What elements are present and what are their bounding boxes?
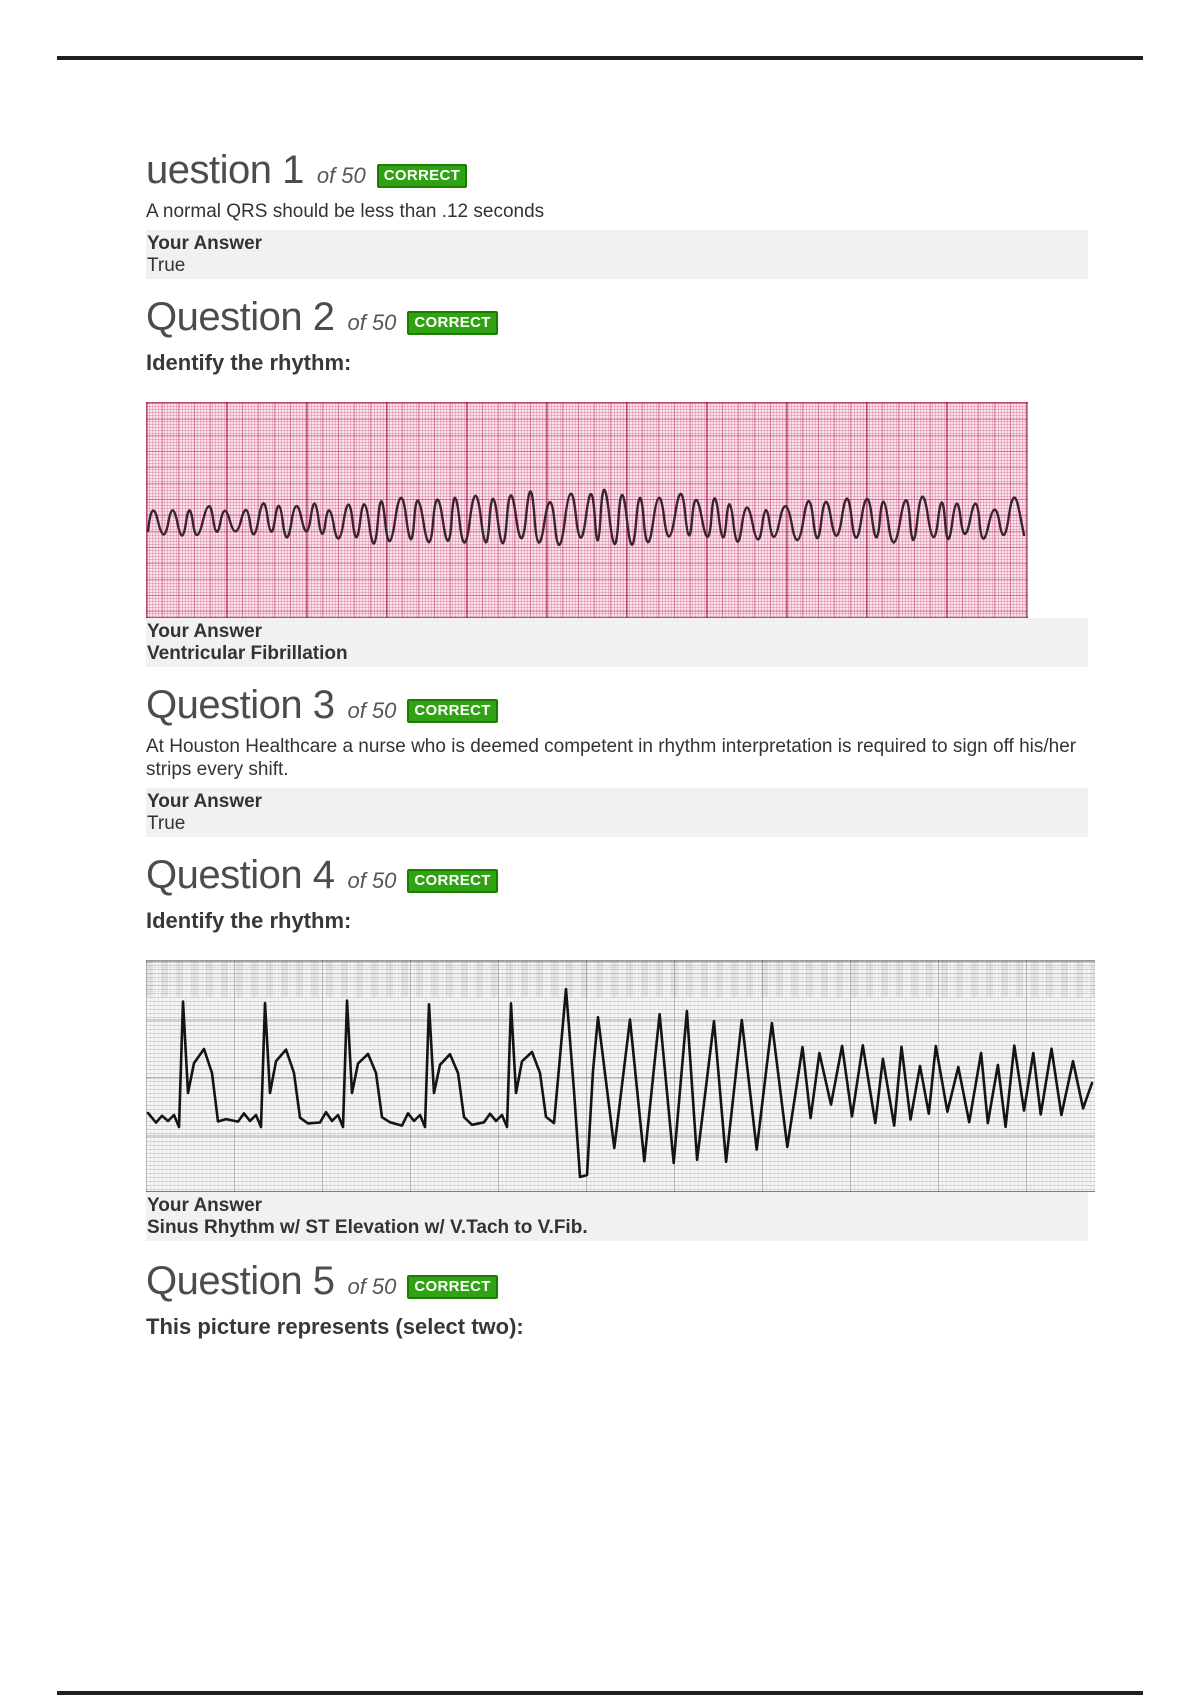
question-heading: Question 2 of 50 CORRECT <box>146 287 1088 337</box>
your-answer-label: Your Answer <box>147 1195 263 1216</box>
question-block-1: uestion 1 of 50 CORRECT A normal QRS sho… <box>146 140 1088 279</box>
answer-band: Your Answer Sinus Rhythm w/ ST Elevation… <box>146 1192 1088 1241</box>
question-text: A normal QRS should be less than .12 sec… <box>146 201 545 222</box>
question-counter: of 50 <box>347 698 397 723</box>
question-block-2: Question 2 of 50 CORRECT Identify the rh… <box>146 287 1088 667</box>
question-title: Question 5 <box>146 1259 335 1303</box>
answer-value: Ventricular Fibrillation <box>147 643 348 664</box>
question-counter: of 50 <box>347 310 397 335</box>
answer-value: True <box>147 813 186 834</box>
correct-badge: CORRECT <box>407 310 498 335</box>
answer-band: Your Answer True <box>146 788 1088 837</box>
question-prompt: Identify the rhythm: <box>146 908 352 933</box>
top-divider <box>57 56 1143 60</box>
ecg-waveform-pink <box>146 488 1026 547</box>
question-counter: of 50 <box>316 163 366 188</box>
answer-band: Your Answer True <box>146 230 1088 279</box>
question-title: Question 4 <box>146 853 335 897</box>
question-title: uestion 1 <box>146 148 304 192</box>
correct-badge: CORRECT <box>376 163 468 188</box>
question-block-5: Question 5 of 50 CORRECT This picture re… <box>146 1251 1088 1340</box>
question-prompt: This picture represents (select two): <box>146 1314 524 1339</box>
your-answer-label: Your Answer <box>147 621 263 642</box>
question-prompt: Identify the rhythm: <box>146 350 352 375</box>
question-counter: of 50 <box>347 1274 397 1299</box>
answer-band: Your Answer Ventricular Fibrillation <box>146 618 1088 667</box>
question-title: Question 3 <box>146 683 335 727</box>
ecg-waveform-gray <box>146 987 1094 1179</box>
quiz-document: uestion 1 of 50 CORRECT A normal QRS sho… <box>146 140 1095 1340</box>
question-block-3: Question 3 of 50 CORRECT At Houston Heal… <box>146 675 1088 837</box>
ecg-strip-ventricular-fibrillation-image <box>146 402 1028 618</box>
question-block-4: Question 4 of 50 CORRECT Identify the rh… <box>146 845 1095 1241</box>
correct-badge: CORRECT <box>407 868 498 893</box>
your-answer-label: Your Answer <box>147 233 263 254</box>
st-elevation-vtach-waveform-trace <box>146 987 1094 1179</box>
answer-value: True <box>147 255 186 276</box>
ecg-strip-st-elevation-vtach-vfib-image <box>146 960 1095 1192</box>
correct-badge: CORRECT <box>407 1274 498 1299</box>
bottom-divider <box>57 1691 1143 1695</box>
your-answer-label: Your Answer <box>147 791 263 812</box>
vfib-waveform-trace <box>146 488 1026 547</box>
question-heading: Question 3 of 50 CORRECT <box>146 675 1088 725</box>
question-text: At Houston Healthcare a nurse who is dee… <box>146 736 1077 780</box>
question-counter: of 50 <box>347 868 397 893</box>
correct-badge: CORRECT <box>407 698 498 723</box>
question-heading: Question 5 of 50 CORRECT <box>146 1251 1088 1301</box>
question-heading: Question 4 of 50 CORRECT <box>146 845 1088 895</box>
question-title: Question 2 <box>146 295 335 339</box>
answer-value: Sinus Rhythm w/ ST Elevation w/ V.Tach t… <box>147 1217 588 1238</box>
question-heading: uestion 1 of 50 CORRECT <box>146 140 1088 190</box>
